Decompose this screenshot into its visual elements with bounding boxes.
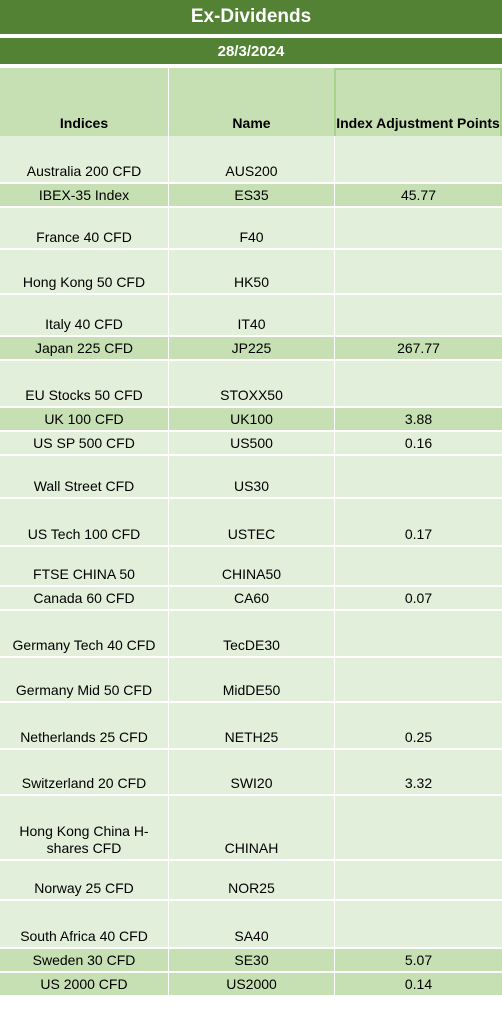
table-row: Italy 40 CFD IT40 [0, 295, 502, 337]
points-cell: 0.17 [334, 499, 502, 545]
points-cell: 0.16 [334, 432, 502, 454]
index-cell: Norway 25 CFD [34, 880, 134, 896]
symbol-cell: US30 [168, 456, 334, 497]
index-cell: IBEX-35 Index [38, 187, 130, 203]
header-indices: Indices [59, 115, 109, 131]
index-cell: EU Stocks 50 CFD [25, 387, 143, 403]
symbol-cell: SA40 [168, 901, 334, 947]
index-cell: Germany Mid 50 CFD [15, 682, 153, 698]
table-row: Hong Kong China H-shares CFD CHINAH [0, 796, 502, 861]
index-cell: Italy 40 CFD [45, 316, 123, 332]
index-cell: FTSE CHINA 50 [33, 566, 135, 582]
points-cell [334, 796, 502, 859]
points-cell: 3.88 [334, 408, 502, 430]
symbol-cell: US2000 [168, 973, 334, 995]
symbol-cell: ES35 [168, 184, 334, 206]
index-cell: UK 100 CFD [44, 411, 124, 427]
index-cell: Switzerland 20 CFD [21, 775, 147, 791]
index-cell: Japan 225 CFD [34, 340, 134, 356]
points-cell [334, 295, 502, 335]
table-row: IBEX-35 Index ES35 45.77 [0, 184, 502, 208]
index-cell: Hong Kong China H-shares CFD [19, 823, 149, 856]
symbol-cell: CA60 [168, 587, 334, 609]
table-row: US 2000 CFD US2000 0.14 [0, 973, 502, 997]
symbol-cell: CHINAH [168, 796, 334, 859]
symbol-cell: SE30 [168, 949, 334, 971]
points-cell: 0.25 [334, 703, 502, 748]
symbol-cell: UK100 [168, 408, 334, 430]
symbol-cell: US500 [168, 432, 334, 454]
table-row: South Africa 40 CFD SA40 [0, 901, 502, 949]
table-row: UK 100 CFD UK100 3.88 [0, 408, 502, 432]
points-cell [334, 861, 502, 899]
index-cell: US 2000 CFD [40, 976, 128, 992]
table-row: EU Stocks 50 CFD STOXX50 [0, 361, 502, 408]
table-row: Norway 25 CFD NOR25 [0, 861, 502, 901]
symbol-cell: TecDE30 [168, 611, 334, 656]
symbol-cell: CHINA50 [168, 547, 334, 585]
table-row: Wall Street CFD US30 [0, 456, 502, 499]
index-cell: Netherlands 25 CFD [20, 729, 148, 745]
index-cell: Sweden 30 CFD [32, 952, 136, 968]
points-cell [334, 547, 502, 585]
symbol-cell: AUS200 [168, 136, 334, 182]
table-row: France 40 CFD F40 [0, 208, 502, 250]
points-cell: 3.32 [334, 750, 502, 794]
header-name: Name [168, 68, 334, 136]
points-cell: 5.07 [334, 949, 502, 971]
points-cell [334, 456, 502, 497]
table-row: Australia 200 CFD AUS200 [0, 136, 502, 184]
index-cell: Germany Tech 40 CFD [12, 637, 156, 653]
table-row: US SP 500 CFD US500 0.16 [0, 432, 502, 456]
points-cell: 267.77 [334, 337, 502, 359]
points-cell: 0.07 [334, 587, 502, 609]
table-row: Hong Kong 50 CFD HK50 [0, 250, 502, 295]
table-row: FTSE CHINA 50 CHINA50 [0, 547, 502, 587]
symbol-cell: USTEC [168, 499, 334, 545]
sheet-date: 28/3/2024 [0, 38, 502, 66]
header-adjustment-points: Index Adjustment Points [334, 68, 502, 136]
points-cell [334, 361, 502, 406]
symbol-cell: HK50 [168, 250, 334, 293]
points-cell [334, 611, 502, 656]
points-cell [334, 901, 502, 947]
table-header: Indices Name Index Adjustment Points [0, 68, 502, 136]
index-cell: Australia 200 CFD [26, 163, 142, 179]
index-cell: US SP 500 CFD [33, 435, 135, 451]
index-cell: Hong Kong 50 CFD [22, 274, 146, 290]
table-row: Germany Tech 40 CFD TecDE30 [0, 611, 502, 658]
table-row: Netherlands 25 CFD NETH25 0.25 [0, 703, 502, 750]
index-cell: US Tech 100 CFD [27, 526, 141, 542]
table-row: Sweden 30 CFD SE30 5.07 [0, 949, 502, 973]
symbol-cell: SWI20 [168, 750, 334, 794]
points-cell [334, 250, 502, 293]
symbol-cell: STOXX50 [168, 361, 334, 406]
table-row: Switzerland 20 CFD SWI20 3.32 [0, 750, 502, 796]
points-cell: 45.77 [334, 184, 502, 206]
table-row: Canada 60 CFD CA60 0.07 [0, 587, 502, 611]
symbol-cell: MidDE50 [168, 658, 334, 701]
symbol-cell: F40 [168, 208, 334, 248]
symbol-cell: NETH25 [168, 703, 334, 748]
table-row: Germany Mid 50 CFD MidDE50 [0, 658, 502, 703]
index-cell: South Africa 40 CFD [20, 928, 148, 944]
table-row: US Tech 100 CFD USTEC 0.17 [0, 499, 502, 547]
points-cell [334, 658, 502, 701]
points-cell [334, 136, 502, 182]
table-body: Australia 200 CFD AUS200 IBEX-35 Index E… [0, 136, 502, 997]
symbol-cell: NOR25 [168, 861, 334, 899]
table-row: Japan 225 CFD JP225 267.77 [0, 337, 502, 361]
symbol-cell: JP225 [168, 337, 334, 359]
index-cell: Wall Street CFD [33, 478, 135, 494]
symbol-cell: IT40 [168, 295, 334, 335]
index-cell: France 40 CFD [36, 229, 132, 245]
points-cell: 0.14 [334, 973, 502, 995]
sheet-title: Ex-Dividends [0, 0, 502, 36]
points-cell [334, 208, 502, 248]
index-cell: Canada 60 CFD [33, 590, 135, 606]
